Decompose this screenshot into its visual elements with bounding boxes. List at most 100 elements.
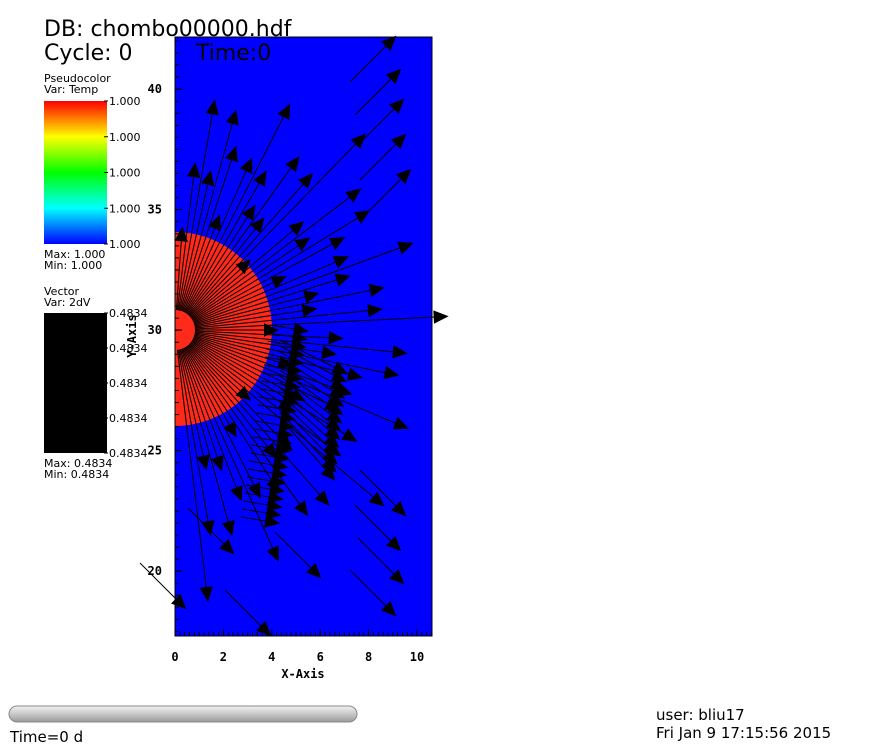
vector-shaft [279,357,338,395]
y-tick-label: 20 [148,564,162,578]
vector-shaft [279,375,336,419]
vector-shaft [181,222,218,312]
vector-shaft [192,338,333,407]
legend-tick-label: 0.4834 [109,377,148,390]
vector-shaft [193,259,341,323]
vector-shaft [279,387,334,435]
vector-shaft [193,335,286,365]
vector-head [286,362,303,376]
vector-head [289,346,306,360]
vector-head [205,99,219,116]
time-label: Time:0 [195,41,271,66]
vector-head [266,545,279,562]
vector-head [321,457,337,473]
vector-shaft [190,341,335,452]
vector-head [186,162,201,178]
vector-shaft [349,569,391,611]
vector-head [199,586,213,603]
vector-head [271,466,288,480]
vector-shaft [359,139,401,181]
time-slider[interactable] [8,705,358,723]
vector-shaft [182,348,276,554]
vector-shaft [279,381,335,427]
vector-head [266,498,283,512]
legend-tick-label: 1.000 [109,238,141,251]
vector-head [391,501,407,517]
legend-min: Min: 1.000 [44,259,102,272]
vector-head [323,441,339,457]
vector-shaft [194,309,309,328]
vector-head [268,482,285,496]
vector-shaft [357,104,399,146]
vector-head [208,214,221,231]
vector-shaft [187,344,324,500]
legend-tick-label: 1.000 [109,131,141,144]
vector-head [346,367,363,381]
vector-shaft [279,363,338,403]
vector-head [291,330,308,344]
legend-title: Pseudocolor [44,72,111,85]
vector-head [320,465,336,481]
vector-head [273,450,290,464]
x-tick-label: 6 [317,650,324,664]
vector-head [292,322,309,336]
vector-head [314,490,330,506]
vector-shaft [194,330,335,339]
vector-head [323,433,340,449]
vector-head [328,236,346,251]
vector-shaft [224,589,266,631]
vector-head [253,170,267,187]
vector-head [322,449,338,465]
date-label: Fri Jan 9 17:15:56 2015 [656,724,831,742]
x-tick-label: 0 [171,650,178,664]
y-axis-title: Y-Axis [125,314,139,357]
vector-head [270,474,287,488]
vector-shaft [274,531,316,573]
vector-head [247,482,261,499]
vector-shaft [186,162,295,315]
vector-head [283,386,300,400]
vector-head [381,35,397,51]
vector-head [272,458,289,472]
vector-shaft [185,211,252,314]
vector-shaft [349,41,391,83]
vector-head [221,519,235,537]
vector-shaft [184,347,233,431]
vector-head [279,410,296,424]
user-label: user: bliu17 [656,706,745,724]
vector-head [334,273,351,287]
legend-tick-label: 0.4834 [109,342,148,355]
vector-shaft [187,179,308,316]
vector-shaft [177,108,214,311]
vector-shaft [194,334,355,377]
vector-shaft [194,316,440,330]
vector-shaft [181,348,239,494]
vector-shaft [191,242,304,320]
vector-shaft [175,235,183,311]
y-tick-label: 30 [148,323,162,337]
vector-head [368,283,385,298]
cycle-label: Cycle: 0 [44,41,133,66]
slider-time: Time=0 d [9,728,83,746]
vector-head [219,539,235,555]
vector-head [267,490,284,504]
vector-shaft [176,171,195,311]
legend-tick-label: 0.4834 [109,307,148,320]
vector-head [328,330,344,345]
legend-tick-label: 1.000 [109,202,141,215]
vector-shaft [194,309,375,329]
vector-head [285,155,300,173]
vector-head [341,428,358,442]
vector-shaft [184,177,263,313]
vector-shaft [178,178,210,311]
vector-head [294,237,311,252]
vector-shaft [180,154,234,312]
vector-shaft [364,174,406,216]
legend-max: Max: 1.000 [44,248,105,261]
legend-var: Var: Temp [44,83,98,96]
vector-shaft [192,240,338,321]
vector-head [256,621,272,637]
vector-shaft [194,288,377,327]
vector-head [264,514,281,528]
vector-shaft [187,507,229,549]
